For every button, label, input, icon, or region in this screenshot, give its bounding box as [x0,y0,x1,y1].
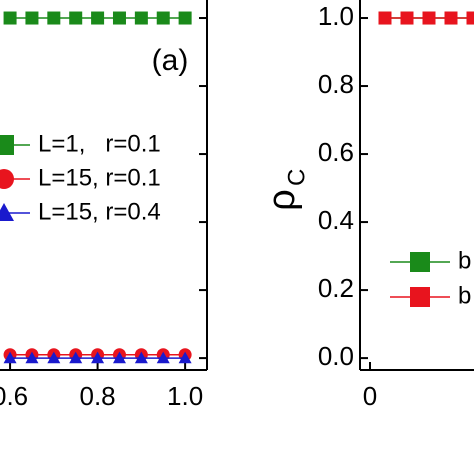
y-tick-label: 0.4 [318,205,354,235]
marker [69,351,83,364]
marker [91,11,105,25]
y-axis-label: ρ C [261,169,310,211]
marker [422,11,436,25]
marker [134,11,148,25]
marker [378,11,392,25]
legend-label: L=15, r=0.1 [38,164,161,191]
marker [25,351,39,364]
marker [25,11,39,25]
y-label-subscript: C [283,169,310,186]
panel-label: (a) [152,44,189,77]
marker [3,11,17,25]
x-tick-label: 1.0 [167,381,203,411]
marker [112,11,126,25]
y-tick-label: 0.2 [318,273,354,303]
marker [112,351,126,364]
marker [400,11,414,25]
x-tick-label: 0.8 [80,381,116,411]
legend-marker [0,169,14,189]
marker [178,351,192,364]
marker [47,351,61,364]
y-tick-label: 0.6 [318,137,354,167]
marker [444,11,458,25]
y-tick-label: 0.8 [318,69,354,99]
legend-label: b [458,247,471,274]
marker [47,11,61,25]
marker [178,11,192,25]
legend-marker [0,135,14,155]
x-tick-label: 0 [363,381,377,411]
y-tick-label: 1.0 [318,1,354,31]
marker [466,11,474,25]
marker [156,11,170,25]
x-tick-label: 0.6 [0,381,28,411]
marker [134,351,148,364]
legend-label: b [458,282,471,309]
marker [91,351,105,364]
legend-marker [0,203,14,221]
y-label-symbol: ρ [261,189,303,211]
legend-label: L=15, r=0.4 [38,198,161,225]
marker [69,11,83,25]
legend-label: L=1, r=0.1 [38,130,161,157]
legend-marker [410,252,430,272]
marker [156,351,170,364]
marker [3,351,17,364]
legend-marker [410,287,430,307]
y-tick-label: 0.0 [318,341,354,371]
